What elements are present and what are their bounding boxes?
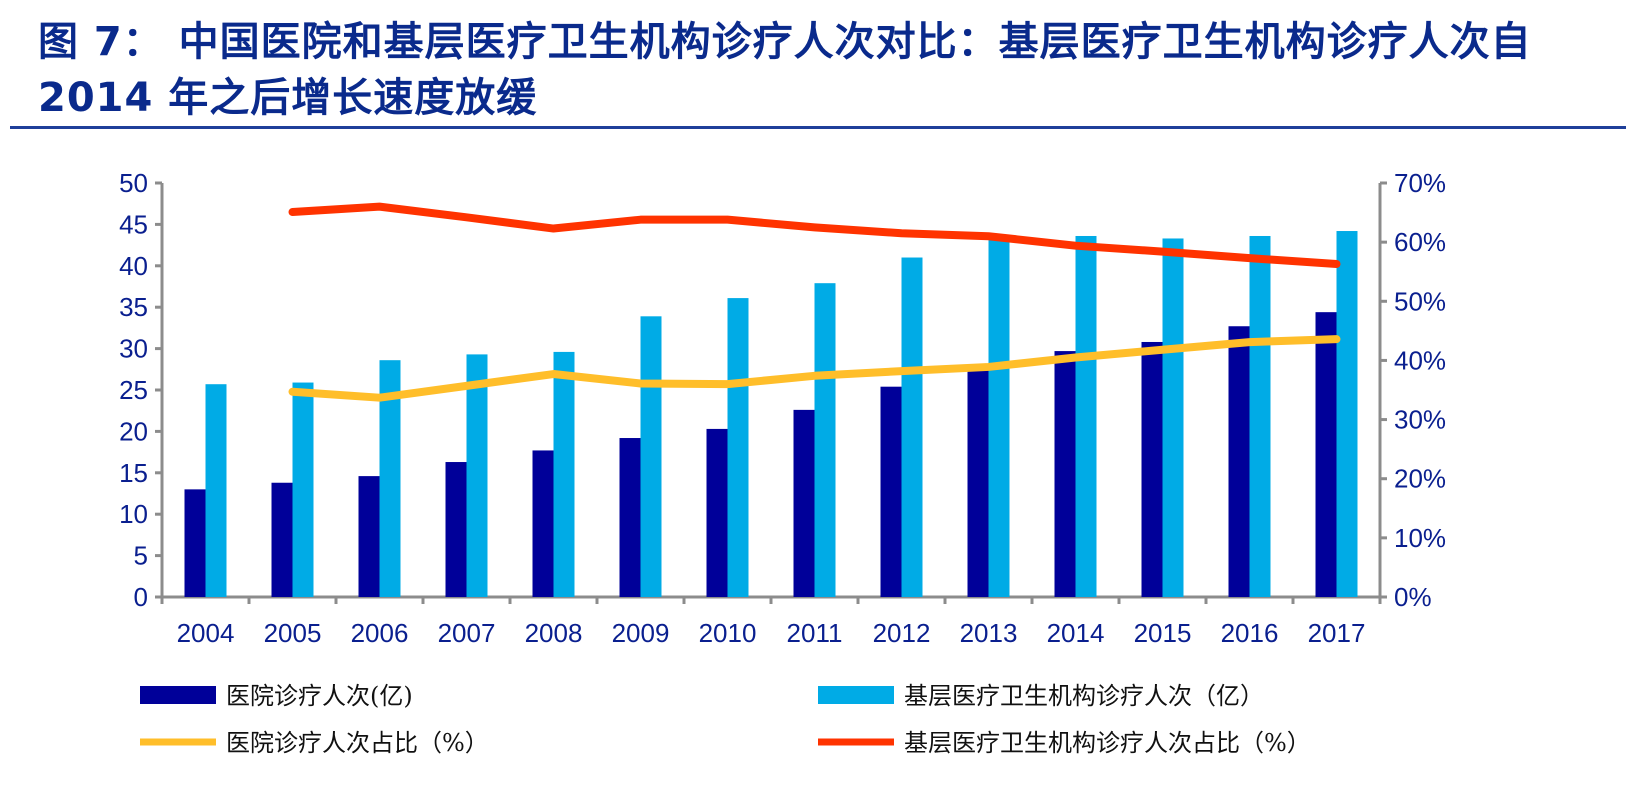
line-primary-care-share: [288, 202, 1341, 269]
title-rule: [10, 126, 1626, 129]
chart-title: 图 7： 中国医院和基层医疗卫生机构诊疗人次对比：基层医疗卫生机构诊疗人次自20…: [38, 19, 1532, 121]
bar-hospital: [1228, 326, 1250, 597]
right-tick-label: 10%: [1394, 523, 1446, 553]
left-tick-label: 25: [119, 375, 148, 405]
bar-primary-care: [205, 384, 227, 597]
bar-hospital: [1054, 351, 1076, 597]
left-tick-label: 45: [119, 209, 148, 239]
right-tick-label: 30%: [1394, 405, 1446, 435]
legend-swatch: [140, 686, 216, 704]
bar-primary-care: [1336, 231, 1358, 598]
bar-primary-care: [292, 382, 314, 597]
bar-primary-care: [727, 298, 749, 597]
right-tick-label: 50%: [1394, 286, 1446, 316]
left-tick-label: 0: [134, 582, 148, 612]
left-tick-label: 50: [119, 168, 148, 198]
bar-primary-care: [379, 360, 401, 597]
left-tick-label: 30: [119, 334, 148, 364]
x-tick-label: 2009: [612, 618, 670, 648]
x-tick-label: 2013: [960, 618, 1018, 648]
bar-hospital: [880, 386, 902, 597]
x-tick-label: 2007: [438, 618, 496, 648]
bar-hospital: [271, 482, 293, 597]
bar-primary-care: [1249, 235, 1271, 597]
legend-swatch: [818, 686, 894, 704]
x-tick-label: 2016: [1221, 618, 1279, 648]
x-tick-label: 2017: [1308, 618, 1366, 648]
bar-hospital: [706, 428, 728, 597]
x-tick-label: 2004: [177, 618, 235, 648]
x-tick-label: 2010: [699, 618, 757, 648]
legend-label: 医院诊疗人次占比（%）: [226, 729, 489, 757]
bar-hospital: [445, 462, 467, 597]
bar-hospital: [184, 489, 206, 597]
x-tick-label: 2011: [787, 618, 843, 648]
right-tick-label: 60%: [1394, 227, 1446, 257]
bar-hospital: [1141, 341, 1163, 597]
left-tick-label: 5: [134, 541, 148, 571]
right-tick-label: 70%: [1394, 168, 1446, 198]
bar-primary-care: [901, 257, 923, 597]
x-tick-label: 2012: [873, 618, 931, 648]
bar-primary-care: [466, 354, 488, 597]
left-tick-label: 20: [119, 416, 148, 446]
left-tick-label: 35: [119, 292, 148, 322]
bar-primary-care: [1162, 238, 1184, 597]
bar-hospital: [532, 450, 554, 597]
legend-label: 基层医疗卫生机构诊疗人次占比（%）: [904, 729, 1311, 757]
right-tick-label: 20%: [1394, 464, 1446, 494]
bar-hospital: [1315, 312, 1337, 597]
bar-hospital: [358, 476, 380, 597]
left-tick-label: 40: [119, 251, 148, 281]
left-tick-label: 15: [119, 458, 148, 488]
bar-primary-care: [988, 235, 1010, 597]
x-tick-label: 2014: [1047, 618, 1105, 648]
left-tick-label: 10: [119, 499, 148, 529]
bar-hospital: [967, 370, 989, 597]
bar-primary-care: [814, 283, 836, 597]
bar-primary-care: [1075, 235, 1097, 597]
right-tick-label: 0%: [1394, 582, 1432, 612]
bar-hospital: [793, 409, 815, 597]
x-tick-label: 2005: [264, 618, 322, 648]
x-tick-label: 2008: [525, 618, 583, 648]
x-tick-label: 2015: [1134, 618, 1192, 648]
legend-label: 医院诊疗人次(亿): [226, 682, 413, 710]
bar-primary-care: [640, 316, 662, 597]
right-tick-label: 40%: [1394, 345, 1446, 375]
legend-label: 基层医疗卫生机构诊疗人次（亿）: [904, 682, 1264, 710]
bar-hospital: [619, 438, 641, 597]
x-tick-label: 2006: [351, 618, 409, 648]
bar-primary-care: [553, 351, 575, 597]
